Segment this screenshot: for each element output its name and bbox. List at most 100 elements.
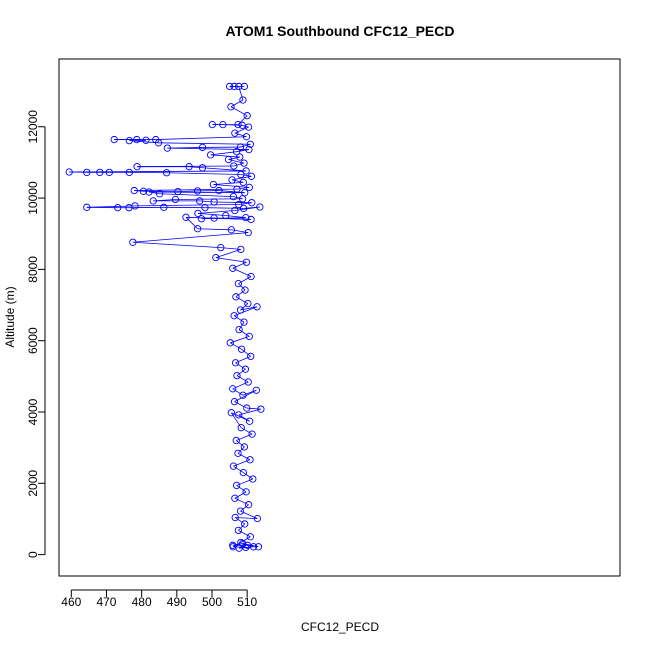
data-point xyxy=(245,332,253,341)
series-line-segment xyxy=(233,465,244,473)
data-point xyxy=(230,162,238,170)
data-point xyxy=(235,200,243,209)
data-point xyxy=(244,378,252,386)
series-line-segment xyxy=(185,216,252,220)
series-line-segment xyxy=(134,204,239,207)
data-point xyxy=(236,507,245,515)
series-line-segment xyxy=(236,186,250,190)
data-point xyxy=(239,96,247,104)
series-line-segment xyxy=(234,306,258,317)
y-tick-label: 4000 xyxy=(26,398,40,425)
x-axis-label: CFC12_PECD xyxy=(301,620,379,634)
data-point xyxy=(254,543,263,551)
series-line-segment xyxy=(155,136,247,140)
data-point xyxy=(235,325,243,334)
data-point xyxy=(197,215,206,223)
series-line-segment xyxy=(232,261,247,269)
series-line-segment xyxy=(235,517,258,519)
data-point xyxy=(219,120,227,129)
data-point xyxy=(231,206,239,215)
data-point xyxy=(209,180,218,189)
data-point xyxy=(235,82,243,91)
series-line-segment xyxy=(241,348,251,357)
series-line-segment xyxy=(234,491,247,499)
data-point xyxy=(232,148,241,156)
data-point xyxy=(129,238,137,246)
data-point xyxy=(65,168,73,176)
data-point xyxy=(248,199,256,207)
data-point xyxy=(171,195,180,204)
series-line-segment xyxy=(236,440,245,448)
data-point xyxy=(125,137,133,145)
data-point xyxy=(241,520,249,528)
data-point xyxy=(235,544,243,552)
data-point xyxy=(232,436,240,445)
series-line-segment xyxy=(240,536,251,543)
series-line-segment xyxy=(235,289,246,298)
y-tick-label: 6000 xyxy=(26,327,40,354)
series-line-segment xyxy=(240,427,253,435)
data-point xyxy=(125,168,133,177)
data-point xyxy=(244,501,253,509)
chart-title: ATOM1 Southbound CFC12_PECD xyxy=(226,23,455,39)
series-line-segment xyxy=(240,143,251,148)
series-line-segment xyxy=(232,388,244,396)
data-point xyxy=(229,192,238,201)
data-point xyxy=(231,494,239,502)
data-point xyxy=(208,120,217,129)
series-line-segment xyxy=(234,517,245,525)
series-line-segment xyxy=(215,249,241,258)
series-line-segment xyxy=(234,132,247,138)
data-point xyxy=(239,468,247,477)
data-point xyxy=(244,123,253,131)
data-point xyxy=(240,159,248,167)
series-line-segment xyxy=(185,217,198,230)
data-point xyxy=(193,225,202,233)
data-point xyxy=(225,82,234,91)
data-point xyxy=(224,155,233,164)
data-point xyxy=(162,169,171,177)
series-line-segment xyxy=(234,126,249,134)
series-line-segment xyxy=(235,355,251,364)
data-point xyxy=(231,359,240,367)
data-point xyxy=(233,371,241,380)
data-point xyxy=(236,306,245,314)
data-point xyxy=(241,286,249,294)
series-line-segment xyxy=(228,159,245,164)
data-point xyxy=(246,456,254,464)
data-point xyxy=(242,488,250,496)
series-line-segment xyxy=(243,472,254,480)
data-point xyxy=(237,245,245,254)
axis-layer: 460 470 480 490 500 510 0 2000 4000 6000 8000 10000… xyxy=(26,110,258,609)
data-point xyxy=(217,243,225,252)
series-line-segment xyxy=(240,174,252,177)
data-point xyxy=(243,112,251,120)
data-point xyxy=(247,215,255,224)
series-line-segment xyxy=(238,408,261,416)
data-point xyxy=(229,541,237,549)
data-point xyxy=(252,386,260,394)
data-point xyxy=(114,204,122,212)
data-point xyxy=(227,226,235,234)
series-line-segment xyxy=(158,142,251,145)
data-point xyxy=(240,318,248,326)
series-line-segment xyxy=(238,530,251,538)
series-line-segment xyxy=(232,381,249,390)
data-point xyxy=(105,168,113,177)
data-point xyxy=(237,345,246,353)
data-point xyxy=(247,172,256,180)
data-point xyxy=(160,203,168,211)
x-tick-label: 480 xyxy=(132,595,152,609)
series-line-segment xyxy=(197,212,226,216)
series-line-segment xyxy=(233,162,245,167)
data-point xyxy=(227,103,235,111)
data-point xyxy=(155,190,164,198)
data-point xyxy=(185,163,193,171)
data-point xyxy=(253,303,261,311)
data-point xyxy=(198,164,207,172)
data-point xyxy=(201,204,209,212)
data-point xyxy=(228,176,236,184)
series-line-segment xyxy=(149,191,245,194)
series-line-segment xyxy=(239,546,254,549)
data-point xyxy=(133,163,141,171)
